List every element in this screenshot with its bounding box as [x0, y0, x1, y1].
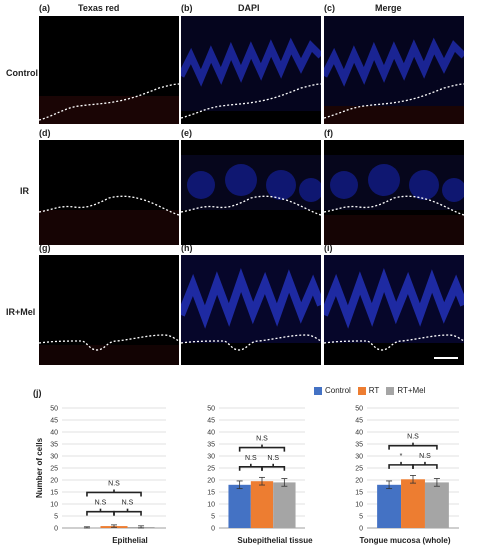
y-tick-label: 50 — [50, 406, 58, 413]
y-tick-label: 15 — [207, 490, 215, 497]
micrograph-c-merge-control — [324, 16, 464, 124]
micrograph-a-texas-red-control — [39, 16, 179, 124]
significance-label: N.S — [419, 453, 431, 460]
legend: Control RT RT+Mel — [314, 386, 425, 395]
legend-swatch-control — [314, 386, 322, 395]
col-title-dapi: DAPI — [238, 3, 260, 13]
bracket-control-rtmel — [388, 444, 438, 450]
y-tick-label: 35 — [207, 442, 215, 449]
significance-label: N.S — [108, 480, 120, 487]
y-tick-label: 40 — [355, 430, 363, 437]
bracket-control-rtmel — [86, 491, 142, 497]
significance-label: N.S — [122, 500, 134, 507]
y-tick-label: 0 — [54, 526, 58, 533]
scale-bar — [434, 357, 458, 359]
y-tick-label: 45 — [207, 418, 215, 425]
col-letter-c: (c) — [324, 3, 335, 13]
bracket-rt-rtmel — [113, 510, 142, 516]
y-tick-label: 45 — [50, 418, 58, 425]
y-tick-label: 25 — [207, 466, 215, 473]
legend-swatch-rt — [357, 386, 366, 395]
significance-label: N.S — [95, 500, 107, 507]
row-label-ir-mel: IR+Mel — [6, 307, 36, 317]
chart-title-subepithelial: Subepithelial tissue — [237, 536, 313, 545]
row-label-ir: IR — [20, 186, 29, 196]
row-label-control: Control — [6, 68, 38, 78]
col-letter-a: (a) — [39, 3, 50, 13]
bar-rt-mel — [424, 482, 449, 528]
y-tick-label: 35 — [50, 442, 58, 449]
micrograph-b-dapi-control — [181, 16, 321, 124]
panel-letter-h: (h) — [181, 243, 193, 253]
micrograph-i-merge-ir-mel — [324, 255, 464, 365]
bar-rt — [401, 479, 425, 528]
panel-letter-e: (e) — [181, 128, 192, 138]
panel-letter-j: (j) — [33, 388, 42, 398]
bracket-rt-rtmel — [261, 466, 286, 471]
y-tick-label: 50 — [207, 406, 215, 413]
y-tick-label: 5 — [359, 514, 363, 521]
col-title-texas-red: Texas red — [78, 3, 120, 13]
y-tick-label: 25 — [50, 466, 58, 473]
bar-rt — [250, 481, 274, 528]
micrograph-g-texas-red-ir-mel — [39, 255, 179, 365]
y-tick-label: 35 — [355, 442, 363, 449]
y-tick-label: 15 — [50, 490, 58, 497]
y-tick-label: 40 — [207, 430, 215, 437]
y-tick-label: 10 — [207, 502, 215, 509]
bar-control — [228, 484, 251, 528]
y-tick-label: 25 — [355, 466, 363, 473]
y-tick-label: 5 — [211, 514, 215, 521]
y-tick-label: 0 — [211, 526, 215, 533]
significance-label: * — [400, 453, 403, 460]
bar-control — [377, 484, 402, 528]
y-tick-label: 50 — [355, 406, 363, 413]
significance-label: N.S — [267, 455, 279, 462]
y-axis-label: Number of cells — [35, 437, 44, 498]
panel-letter-f: (f) — [324, 128, 333, 138]
legend-label-rt: RT — [368, 386, 380, 395]
y-tick-label: 45 — [355, 418, 363, 425]
y-tick-label: 40 — [50, 430, 58, 437]
bracket-control-rt — [86, 510, 115, 516]
y-tick-label: 20 — [50, 478, 58, 485]
legend-swatch-rt-mel — [386, 386, 395, 395]
micrograph-d-texas-red-ir — [39, 140, 179, 245]
y-tick-label: 30 — [50, 454, 58, 461]
micrograph-h-dapi-ir-mel — [181, 255, 321, 365]
y-tick-label: 20 — [355, 478, 363, 485]
y-tick-label: 20 — [207, 478, 215, 485]
panel-letter-i: (i) — [324, 243, 333, 253]
significance-label: N.S — [256, 436, 268, 443]
chart-title-epithelial: Epithelial — [112, 536, 148, 545]
col-title-merge: Merge — [375, 3, 402, 13]
panel-letter-d: (d) — [39, 128, 51, 138]
y-tick-label: 30 — [207, 454, 215, 461]
bracket-control-rt — [238, 466, 263, 471]
bar-rt-mel — [273, 482, 296, 528]
bracket-control-rtmel — [238, 446, 286, 452]
legend-label-control: Control — [325, 386, 351, 395]
micrograph-f-merge-ir — [324, 140, 464, 245]
legend-label-rt-mel: RT+Mel — [397, 386, 426, 395]
y-tick-label: 5 — [54, 514, 58, 521]
y-tick-label: 10 — [50, 502, 58, 509]
panel-letter-g: (g) — [39, 243, 51, 253]
chart-title-tongue-mucosa: Tongue mucosa (whole) — [359, 536, 451, 545]
micrograph-e-dapi-ir — [181, 140, 321, 245]
y-tick-label: 0 — [359, 526, 363, 533]
y-tick-label: 10 — [355, 502, 363, 509]
significance-label: N.S — [407, 434, 419, 441]
col-letter-b: (b) — [181, 3, 193, 13]
y-tick-label: 30 — [355, 454, 363, 461]
y-tick-label: 15 — [355, 490, 363, 497]
significance-label: N.S — [245, 455, 257, 462]
